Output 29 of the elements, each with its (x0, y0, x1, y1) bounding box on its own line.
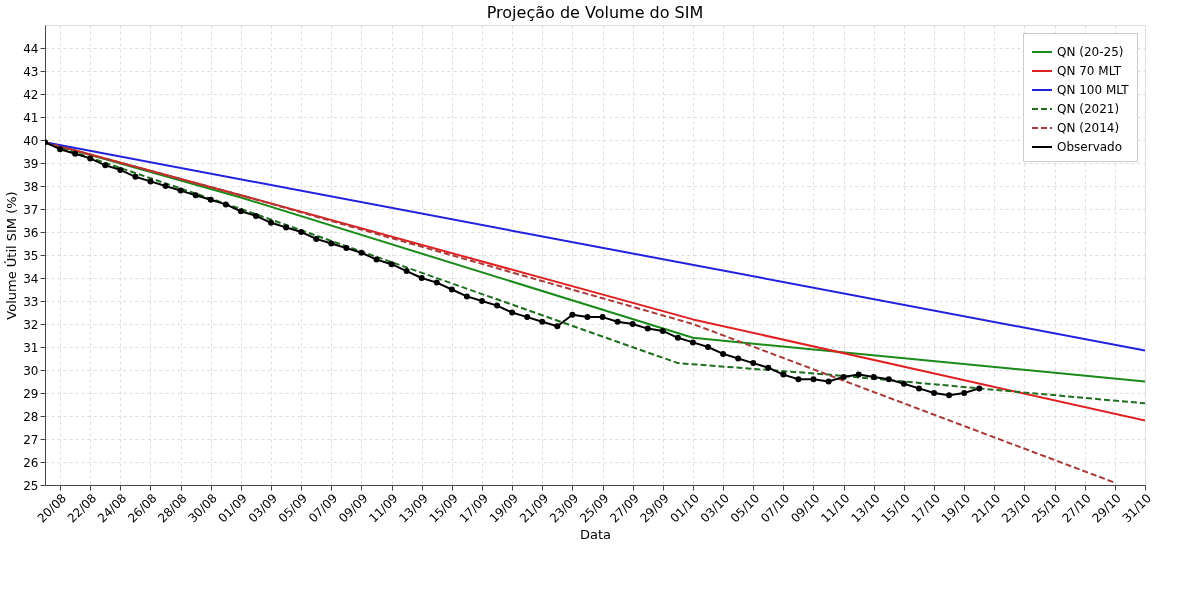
y-tick-label: 37 (23, 202, 39, 217)
y-tick-label: 43 (23, 64, 39, 79)
y-tick-label: 34 (23, 271, 39, 286)
chart-title: Projeção de Volume do SIM (486, 3, 704, 22)
y-tick-label: 29 (23, 386, 39, 401)
y-tick-label: 42 (23, 87, 39, 102)
legend-label: Observado (1057, 140, 1123, 154)
y-axis-title: Volume Útil SIM (%) (4, 191, 20, 320)
x-axis-title: Data (579, 526, 612, 542)
legend-label: QN (2021) (1057, 102, 1120, 116)
legend-label: QN 70 MLT (1057, 64, 1122, 78)
y-tick-label: 27 (23, 432, 39, 447)
y-tick-label: 31 (23, 340, 39, 355)
y-tick-label: 30 (23, 363, 39, 378)
y-tick-label: 28 (23, 409, 39, 424)
legend-label: QN (2014) (1057, 121, 1120, 135)
legend-label: QN (20-25) (1057, 45, 1124, 59)
y-tick-label: 39 (23, 156, 39, 171)
y-tick-label: 25 (23, 478, 39, 493)
y-tick-label: 35 (23, 248, 39, 263)
y-tick-label: 40 (23, 133, 39, 148)
y-tick-label: 38 (23, 179, 39, 194)
y-tick-label: 33 (23, 294, 39, 309)
y-tick-label: 36 (23, 225, 39, 240)
y-tick-label: 32 (23, 317, 39, 332)
y-tick-label: 41 (23, 110, 39, 125)
y-tick-label: 26 (23, 455, 39, 470)
legend-label: QN 100 MLT (1057, 83, 1130, 97)
y-tick-label: 44 (23, 41, 39, 56)
